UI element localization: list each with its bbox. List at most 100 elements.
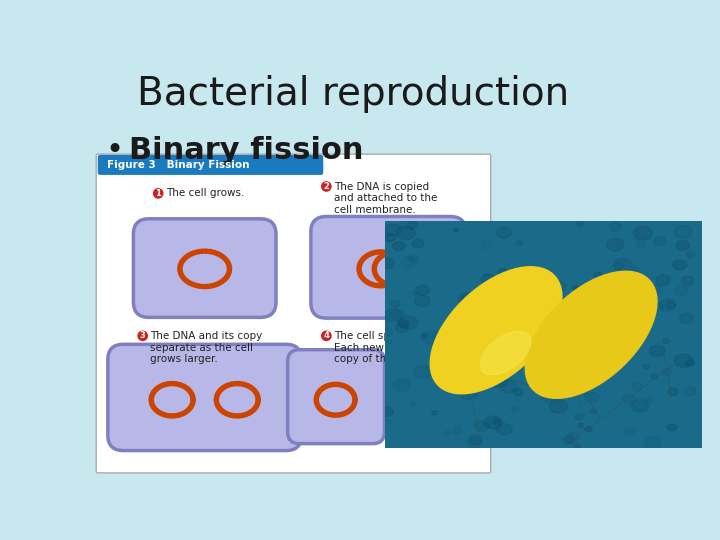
Circle shape — [680, 313, 693, 323]
Circle shape — [497, 423, 513, 435]
Circle shape — [467, 437, 481, 448]
Circle shape — [415, 285, 430, 295]
Circle shape — [609, 222, 621, 231]
Text: •: • — [106, 137, 124, 165]
Text: 2: 2 — [323, 182, 329, 191]
Ellipse shape — [526, 271, 657, 399]
Circle shape — [432, 411, 438, 415]
Circle shape — [634, 227, 652, 240]
Circle shape — [498, 268, 508, 275]
Circle shape — [382, 328, 393, 336]
Circle shape — [392, 241, 405, 251]
Circle shape — [684, 387, 696, 395]
Circle shape — [654, 303, 663, 310]
Circle shape — [578, 423, 584, 428]
Circle shape — [662, 368, 672, 375]
Text: The cell grows.: The cell grows. — [166, 188, 244, 198]
Circle shape — [387, 420, 392, 424]
Circle shape — [642, 364, 649, 369]
Circle shape — [481, 274, 495, 284]
Circle shape — [660, 299, 676, 311]
Text: Figure 3   Binary Fission: Figure 3 Binary Fission — [107, 160, 250, 170]
Circle shape — [391, 309, 405, 319]
Circle shape — [473, 312, 479, 316]
Circle shape — [548, 349, 554, 353]
Circle shape — [591, 409, 597, 414]
Circle shape — [412, 239, 424, 248]
Circle shape — [414, 365, 432, 378]
Circle shape — [153, 189, 163, 198]
Circle shape — [552, 281, 567, 291]
Circle shape — [386, 340, 392, 344]
Circle shape — [675, 286, 688, 295]
Circle shape — [401, 256, 415, 267]
Ellipse shape — [480, 331, 531, 375]
FancyBboxPatch shape — [133, 219, 276, 318]
Circle shape — [449, 346, 466, 357]
Circle shape — [526, 267, 534, 273]
Circle shape — [575, 413, 584, 420]
Text: Binary fission: Binary fission — [129, 137, 364, 165]
Circle shape — [505, 303, 518, 314]
Circle shape — [645, 397, 653, 403]
Circle shape — [453, 428, 462, 434]
Circle shape — [460, 386, 479, 400]
Circle shape — [584, 392, 599, 403]
Circle shape — [667, 388, 678, 395]
Circle shape — [397, 226, 415, 240]
Circle shape — [541, 392, 554, 402]
Circle shape — [631, 383, 643, 391]
FancyBboxPatch shape — [392, 350, 489, 444]
Circle shape — [511, 406, 518, 411]
Circle shape — [485, 416, 503, 429]
Circle shape — [476, 369, 491, 380]
FancyBboxPatch shape — [287, 350, 384, 444]
Circle shape — [613, 263, 623, 269]
FancyBboxPatch shape — [108, 345, 302, 450]
Circle shape — [409, 255, 418, 262]
Circle shape — [585, 427, 593, 432]
Circle shape — [444, 430, 451, 435]
Circle shape — [398, 320, 409, 328]
Circle shape — [564, 334, 572, 339]
FancyBboxPatch shape — [98, 155, 323, 175]
Circle shape — [562, 436, 574, 444]
Circle shape — [471, 322, 477, 328]
Circle shape — [516, 240, 523, 245]
Circle shape — [574, 444, 580, 448]
Circle shape — [685, 360, 695, 367]
Circle shape — [384, 309, 402, 322]
Circle shape — [549, 400, 567, 413]
Ellipse shape — [508, 301, 580, 364]
Circle shape — [644, 437, 661, 449]
Circle shape — [498, 302, 510, 310]
Circle shape — [454, 228, 459, 232]
Circle shape — [462, 295, 472, 301]
Circle shape — [590, 317, 597, 322]
Circle shape — [550, 391, 556, 396]
Circle shape — [400, 316, 418, 329]
Circle shape — [495, 300, 508, 310]
Circle shape — [322, 331, 331, 340]
Circle shape — [422, 330, 441, 344]
Circle shape — [613, 259, 632, 272]
Circle shape — [138, 331, 148, 340]
Circle shape — [672, 260, 687, 270]
Circle shape — [631, 295, 646, 306]
Circle shape — [618, 315, 634, 327]
Circle shape — [667, 424, 677, 431]
Circle shape — [544, 285, 554, 292]
Text: 1: 1 — [156, 189, 161, 198]
Text: Bacterial reproduction: Bacterial reproduction — [138, 75, 570, 113]
Circle shape — [636, 241, 646, 248]
Circle shape — [496, 227, 511, 238]
Circle shape — [606, 239, 624, 251]
Circle shape — [421, 334, 427, 338]
Circle shape — [476, 325, 487, 333]
Circle shape — [392, 379, 410, 392]
Circle shape — [385, 224, 402, 236]
Circle shape — [665, 301, 675, 308]
Circle shape — [513, 388, 523, 396]
Circle shape — [322, 182, 331, 191]
Circle shape — [650, 285, 662, 293]
